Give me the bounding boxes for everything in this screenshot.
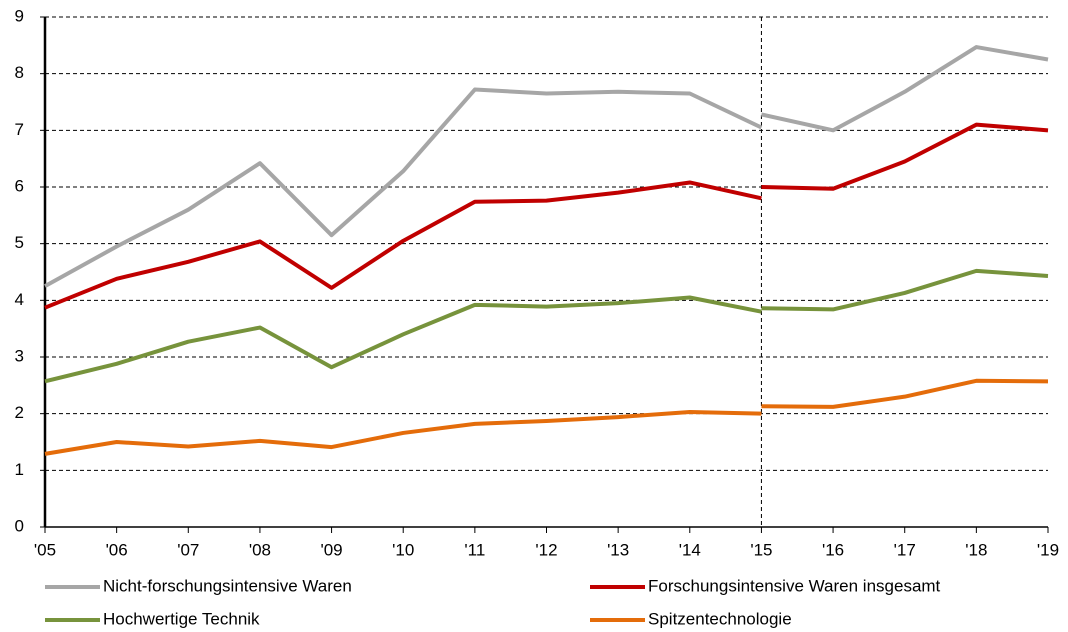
legend-label: Spitzentechnologie (648, 609, 792, 628)
x-tick-label: '13 (607, 540, 629, 559)
series-line (44, 295, 762, 384)
series-line (761, 122, 1049, 191)
y-tick-label: 1 (15, 460, 24, 479)
series-line (44, 87, 763, 288)
x-tick-label: '11 (464, 540, 485, 559)
series-line (761, 378, 1049, 409)
x-tick-label: '17 (894, 540, 916, 559)
x-tick-label: '05 (34, 540, 56, 559)
x-tick-label: '10 (392, 540, 414, 559)
series-line (761, 268, 1049, 312)
x-tick-label: '15 (750, 540, 772, 559)
y-tick-label: 2 (15, 403, 24, 422)
y-tick-label: 0 (15, 516, 24, 535)
y-tick-label: 5 (15, 233, 24, 252)
legend-label: Nicht-forschungsintensive Waren (103, 576, 352, 595)
x-tick-label: '19 (1037, 540, 1059, 559)
x-tick-label: '12 (535, 540, 557, 559)
legend-label: Forschungsintensive Waren insgesamt (648, 576, 941, 595)
x-tick-label: '18 (965, 540, 987, 559)
x-tick-label: '08 (249, 540, 271, 559)
y-tick-label: 3 (15, 346, 24, 365)
legend-label: Hochwertige Technik (103, 609, 260, 628)
series-line (44, 180, 762, 310)
x-tick-label: '07 (177, 540, 199, 559)
x-tick-label: '09 (320, 540, 342, 559)
y-tick-label: 9 (15, 6, 24, 25)
series-line (760, 45, 1049, 133)
y-tick-label: 8 (15, 63, 24, 82)
y-tick-label: 6 (15, 176, 24, 195)
x-tick-label: '16 (822, 540, 844, 559)
y-tick-label: 4 (15, 290, 24, 309)
x-tick-label: '14 (679, 540, 701, 559)
series-line (44, 409, 762, 456)
y-tick-label: 7 (15, 120, 24, 139)
x-tick-label: '06 (106, 540, 128, 559)
